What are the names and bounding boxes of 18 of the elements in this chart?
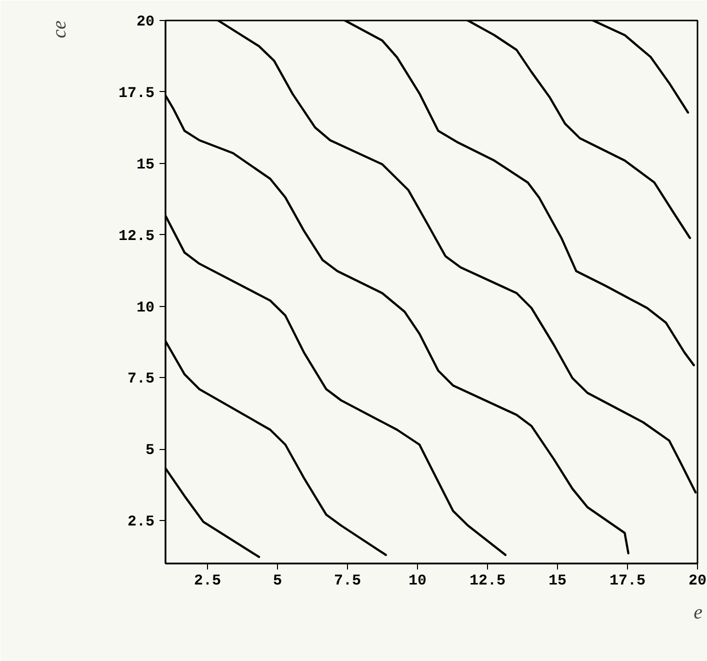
- x-tick-label: 2.5: [194, 572, 222, 590]
- y-tick-label: 5: [146, 442, 155, 460]
- y-tick-label: 20: [136, 14, 155, 30]
- x-tick-label: 20: [688, 572, 707, 590]
- x-axis-title: e: [694, 602, 703, 624]
- y-tick-label: 15: [136, 156, 155, 174]
- x-tick-label: 10: [408, 572, 427, 590]
- x-tick-label: 17.5: [609, 572, 646, 590]
- x-tick-label: 7.5: [334, 572, 362, 590]
- x-tick-label: 15: [548, 572, 567, 590]
- x-tick-label: 12.5: [469, 572, 506, 590]
- y-tick-label: 7.5: [127, 370, 155, 388]
- y-axis-title: ce: [48, 20, 70, 38]
- y-tick-label: 17.5: [118, 84, 155, 102]
- y-tick-label: 2.5: [127, 514, 155, 531]
- y-tick-label: 10: [136, 299, 155, 316]
- x-tick-label: 5: [273, 572, 282, 590]
- y-tick-label: 12.5: [118, 228, 155, 245]
